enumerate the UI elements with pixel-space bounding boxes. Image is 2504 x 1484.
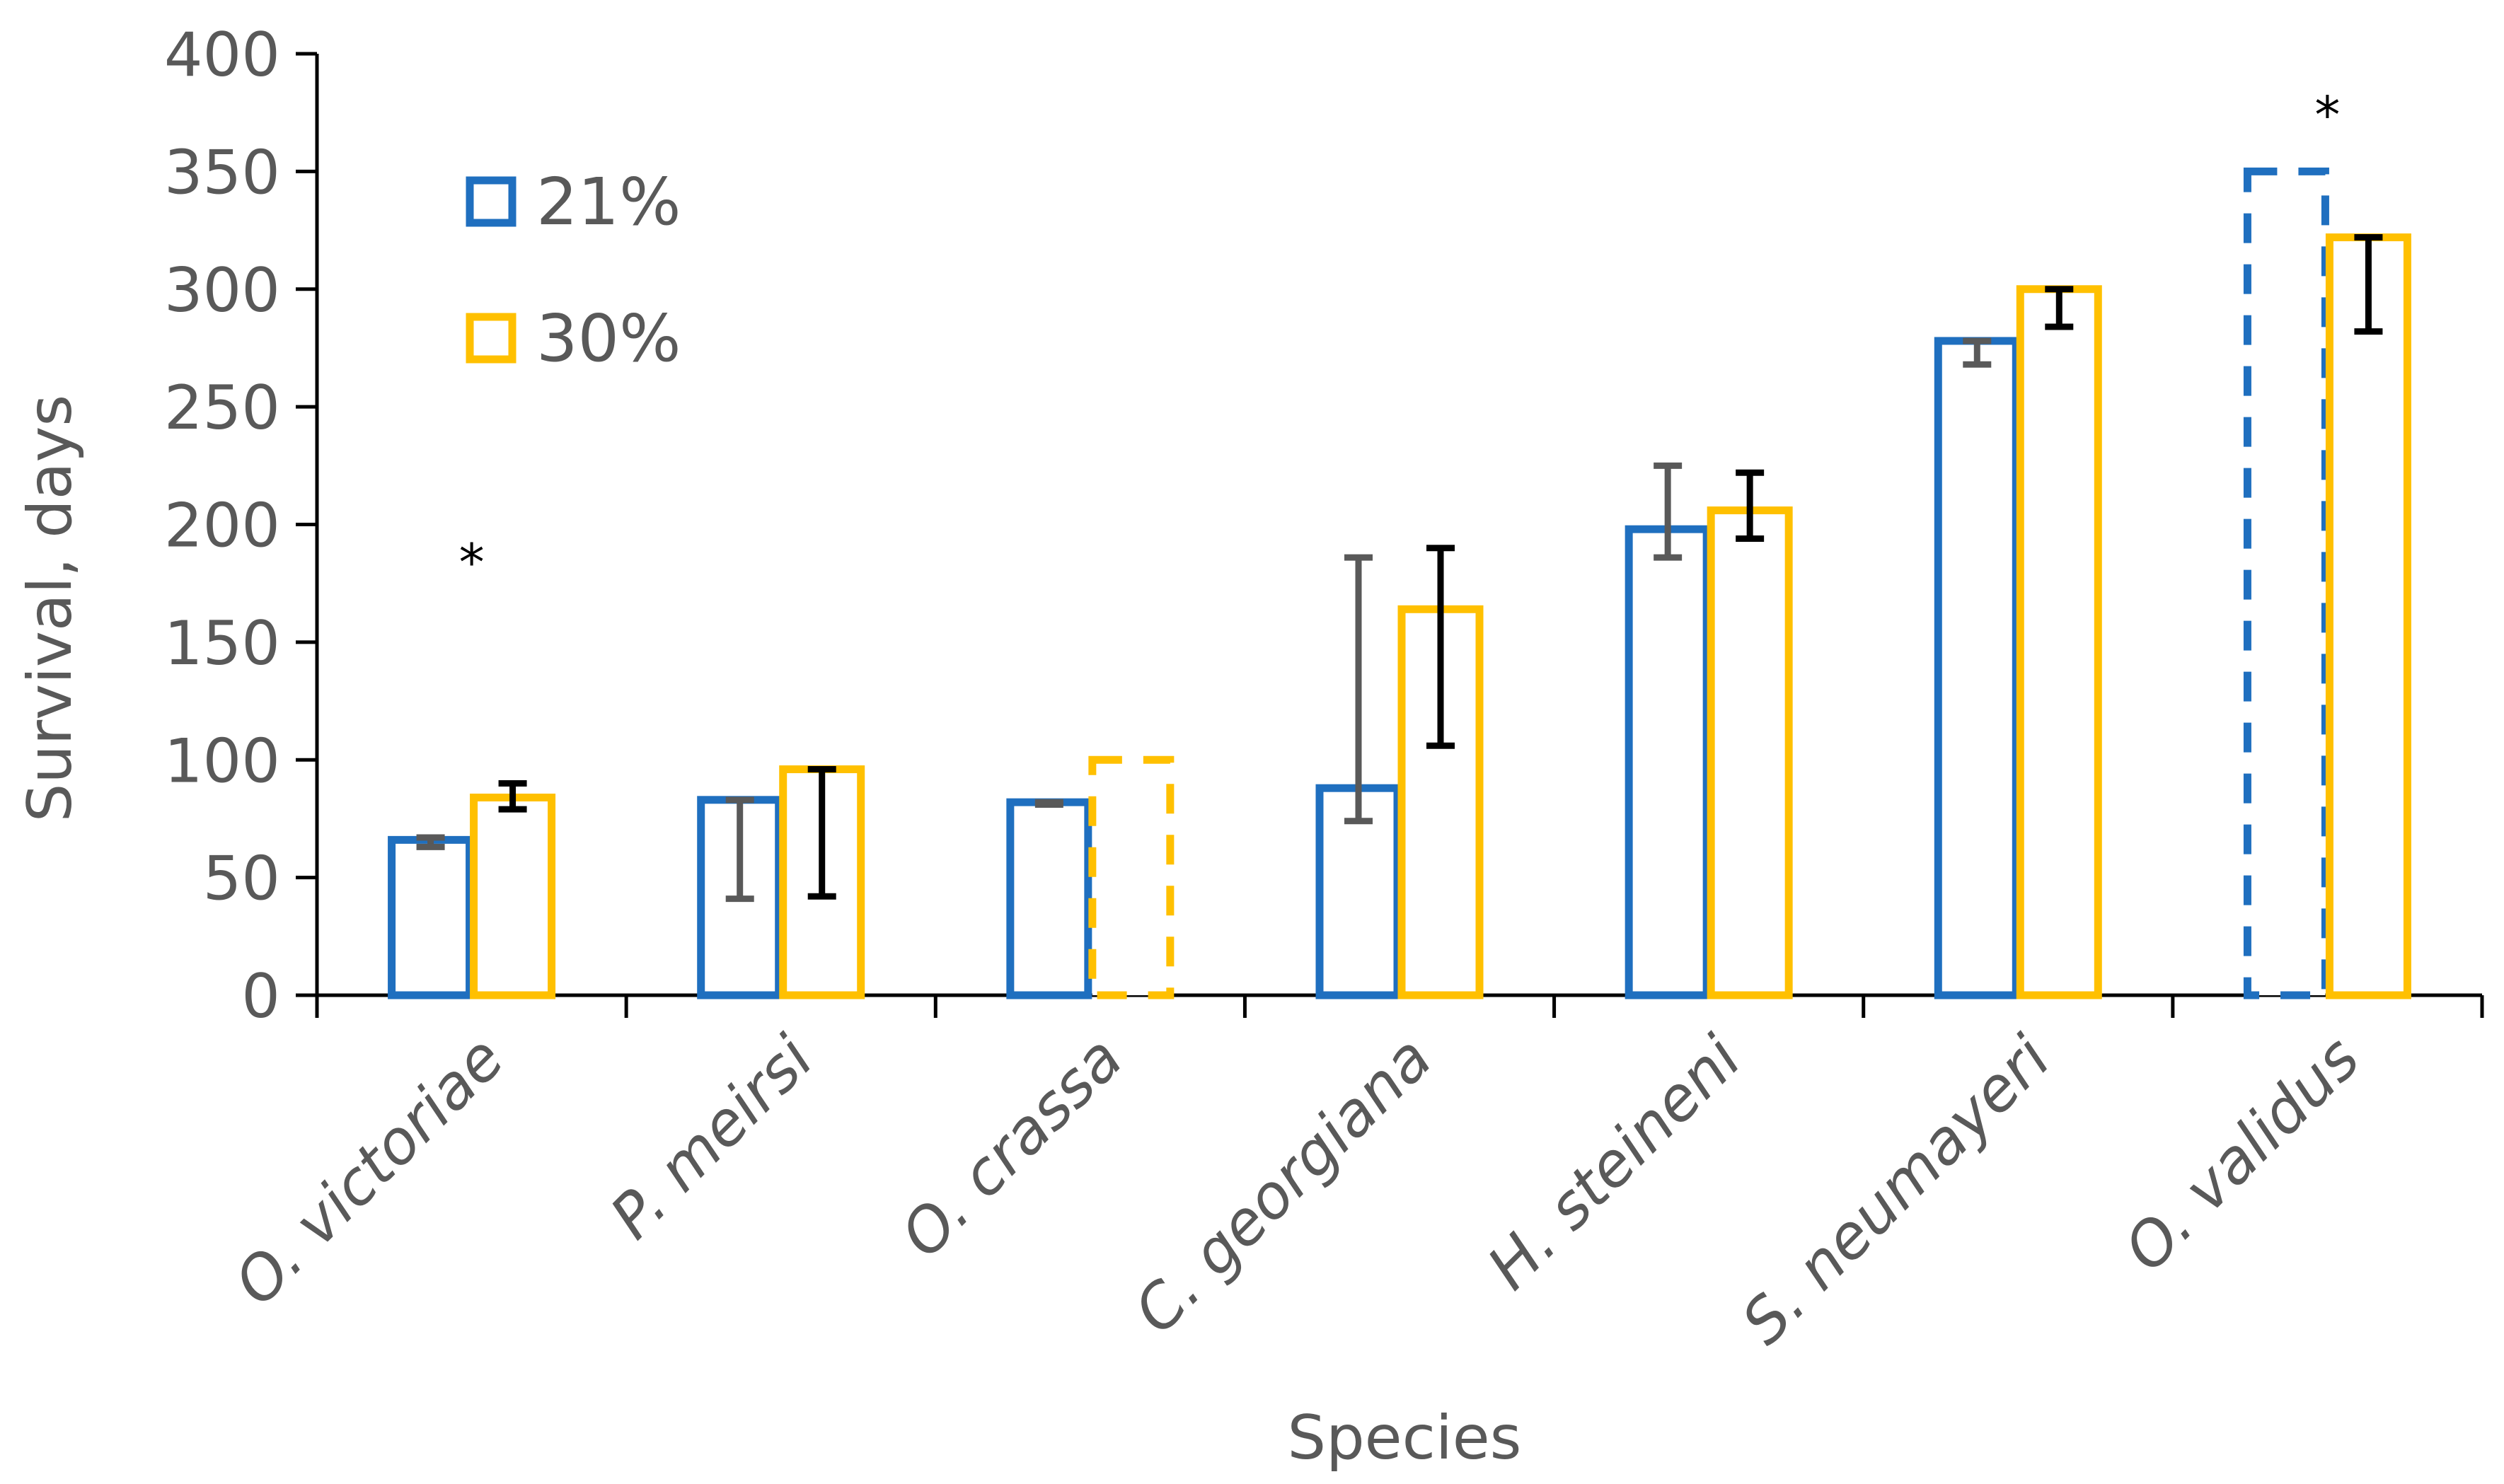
category-label: P. meirsi — [597, 1023, 827, 1253]
category-label: C. georgiana — [1121, 1023, 1446, 1347]
legend-label: 21% — [536, 164, 681, 240]
y-tick-label: 350 — [164, 137, 280, 208]
bar — [470, 793, 556, 999]
annotations: ** — [459, 86, 2341, 592]
category-label: O. crassa — [888, 1023, 1136, 1271]
y-axis: 0 50 100 150 200 250 300 350 400 — [164, 20, 319, 1032]
category-label: O. victoriae — [221, 1023, 518, 1319]
bar — [2243, 167, 2329, 999]
y-tick-label: 250 — [164, 373, 280, 444]
category-label: S. neumayeri — [1729, 1023, 2064, 1358]
x-axis-title: Species — [1288, 1403, 1522, 1473]
y-tick-label: 100 — [164, 726, 280, 796]
bar — [2016, 285, 2102, 999]
bar — [388, 835, 474, 999]
legend-swatch — [466, 176, 517, 227]
bar — [1934, 337, 2020, 999]
bar — [2325, 233, 2411, 999]
y-axis-title: Survival, days — [15, 395, 86, 822]
y-tick-label: 200 — [164, 491, 280, 562]
y-tick-label: 150 — [164, 608, 280, 679]
significance-marker: * — [2314, 86, 2340, 145]
category-label: H. steineni — [1475, 1023, 1755, 1303]
bars — [388, 167, 2411, 999]
bar — [1625, 525, 1711, 999]
error-bars — [416, 234, 2383, 903]
bar — [1088, 755, 1175, 999]
y-tick-label: 0 — [241, 961, 280, 1032]
y-tick-label: 300 — [164, 255, 280, 326]
bar — [1707, 506, 1793, 999]
legend-label: 30% — [536, 301, 681, 376]
legend-swatch — [466, 313, 517, 364]
significance-marker: * — [459, 533, 485, 592]
bar — [1006, 798, 1092, 999]
legend: 21% 30% — [466, 164, 681, 376]
y-tick-label: 400 — [164, 20, 280, 91]
category-label: O. validus — [2111, 1023, 2374, 1285]
y-tick-label: 50 — [203, 844, 280, 915]
